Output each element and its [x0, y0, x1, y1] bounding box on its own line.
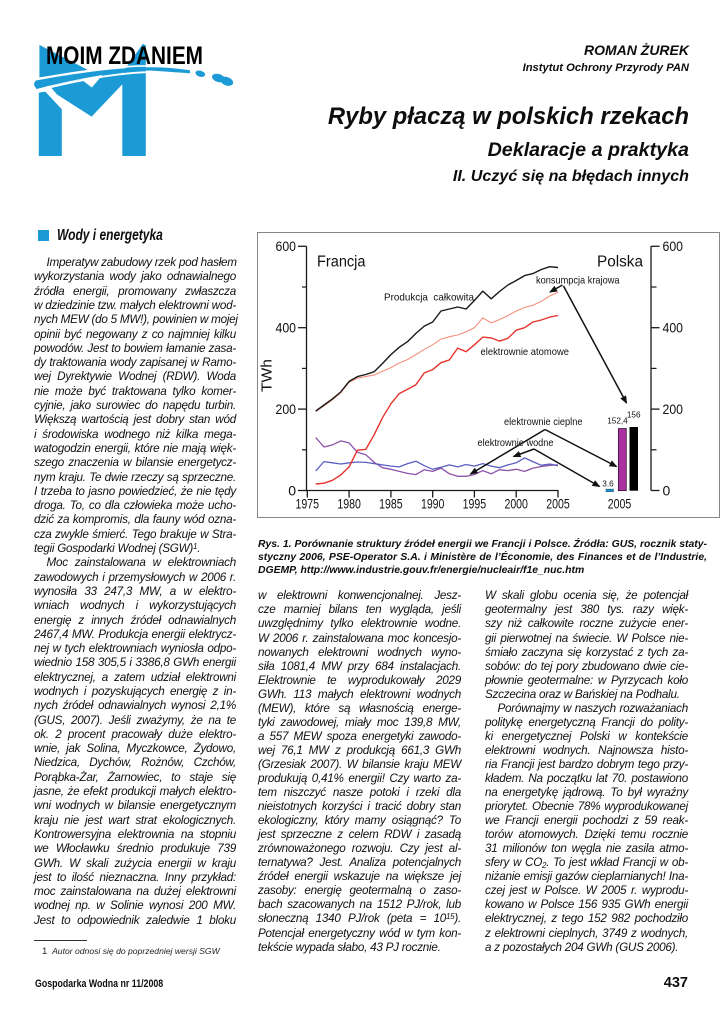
svg-text:2000: 2000	[504, 496, 528, 512]
svg-text:TWh: TWh	[259, 359, 276, 392]
svg-text:3.6: 3.6	[602, 479, 614, 488]
svg-text:Produkcja całkowita: Produkcja całkowita	[384, 292, 474, 303]
svg-text:1990: 1990	[421, 496, 445, 512]
svg-text:1995: 1995	[463, 496, 487, 512]
svg-text:elektrownie wodne: elektrownie wodne	[478, 438, 554, 449]
svg-text:600: 600	[663, 238, 684, 254]
svg-text:Polska: Polska	[597, 254, 643, 271]
svg-text:1975: 1975	[296, 496, 320, 512]
svg-text:1985: 1985	[379, 496, 403, 512]
svg-text:Francja: Francja	[317, 254, 366, 271]
svg-text:2005: 2005	[546, 496, 570, 512]
svg-text:200: 200	[663, 401, 684, 417]
svg-text:konsumpcja krajowa: konsumpcja krajowa	[536, 275, 620, 286]
svg-text:0: 0	[663, 482, 671, 498]
svg-text:400: 400	[276, 320, 297, 336]
svg-text:400: 400	[663, 320, 684, 336]
svg-text:200: 200	[276, 401, 297, 417]
svg-text:0: 0	[288, 482, 296, 498]
svg-text:elektrownie atomowe: elektrownie atomowe	[481, 347, 570, 358]
svg-text:1980: 1980	[337, 496, 361, 512]
svg-text:600: 600	[276, 238, 297, 254]
svg-text:152,4: 152,4	[607, 416, 628, 425]
svg-text:156: 156	[627, 410, 641, 419]
svg-text:2005: 2005	[608, 496, 632, 512]
svg-text:elektrownie cieplne: elektrownie cieplne	[504, 417, 583, 428]
svg-text:MOIM ZDANIEM: MOIM ZDANIEM	[46, 42, 203, 70]
